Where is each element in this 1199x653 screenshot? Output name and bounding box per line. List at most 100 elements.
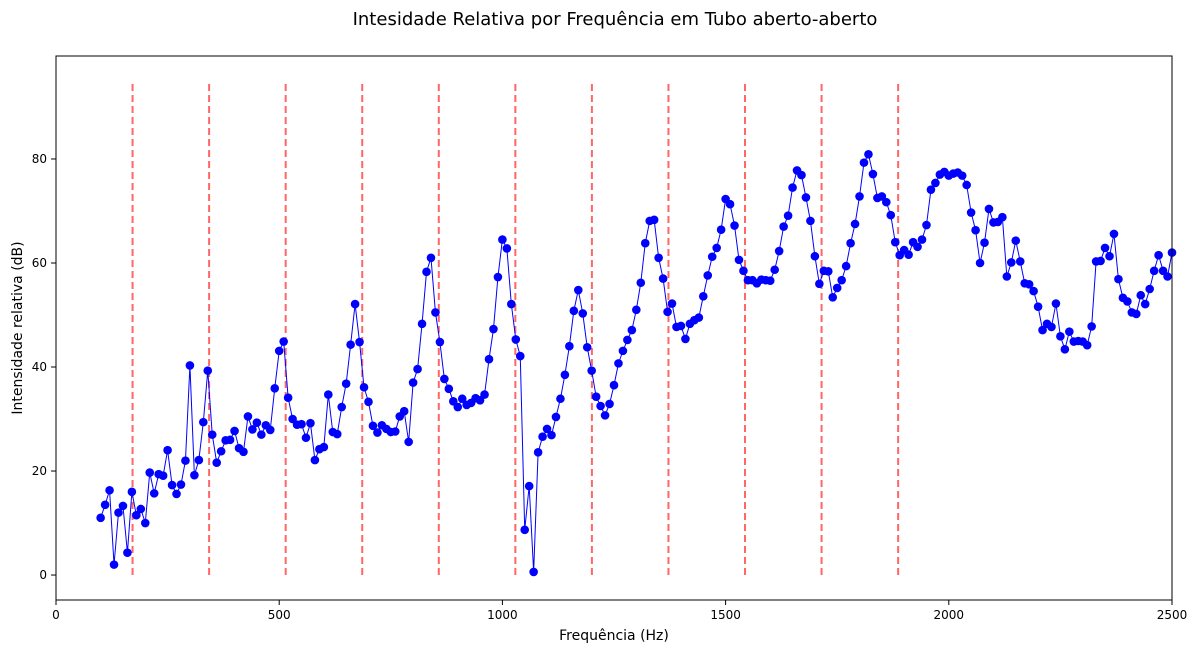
data-point [627, 325, 637, 335]
data-point [823, 267, 833, 276]
data-point [605, 399, 614, 409]
data-point [1100, 243, 1110, 253]
data-point [681, 334, 690, 344]
data-point [1163, 272, 1172, 281]
data-point [618, 346, 628, 356]
y-tick-label: 0 [39, 568, 47, 582]
data-point [698, 291, 708, 301]
data-point [332, 429, 342, 439]
data-point [806, 216, 815, 226]
data-point [440, 374, 449, 384]
data-point [797, 170, 806, 180]
data-point [890, 237, 900, 247]
data-point [158, 471, 168, 481]
data-point [163, 445, 172, 455]
data-point [569, 306, 579, 316]
data-point [547, 430, 556, 440]
data-point [190, 470, 199, 480]
data-point [1109, 229, 1119, 239]
data-point [788, 183, 797, 192]
data-point [114, 508, 123, 517]
data-point [453, 402, 463, 412]
data-point [297, 419, 306, 429]
data-point [136, 504, 146, 514]
data-point [431, 308, 440, 317]
data-point [529, 567, 538, 577]
data-point [399, 406, 409, 416]
data-point [341, 379, 351, 388]
data-point [279, 337, 288, 346]
data-point [426, 253, 436, 263]
data-point [123, 548, 132, 557]
data-point [578, 309, 588, 318]
data-point [480, 390, 489, 399]
data-point [1149, 266, 1159, 276]
data-point [257, 430, 266, 439]
data-point [734, 255, 744, 265]
data-point [283, 393, 293, 402]
data-point [904, 250, 913, 259]
data-point [609, 380, 619, 390]
data-point [832, 283, 842, 293]
data-point [1114, 274, 1123, 284]
data-point [966, 208, 976, 217]
data-point [1131, 309, 1141, 319]
data-point [498, 235, 507, 244]
data-point [484, 354, 494, 364]
data-point [1082, 340, 1092, 350]
data-point [855, 192, 864, 201]
data-point [1136, 290, 1146, 300]
data-point [663, 307, 672, 317]
data-point [145, 468, 155, 477]
data-point [623, 335, 632, 345]
data-point [127, 487, 137, 497]
data-point [730, 221, 739, 230]
data-point [565, 341, 574, 351]
data-point [703, 271, 713, 280]
data-point [230, 426, 239, 436]
data-point [596, 401, 605, 411]
data-point [417, 319, 427, 329]
data-point [632, 305, 641, 315]
data-point [100, 500, 110, 510]
data-point [118, 501, 128, 511]
data-point [225, 435, 235, 445]
data-point [859, 158, 869, 167]
data-point [444, 384, 454, 394]
data-point [1056, 332, 1065, 341]
data-point [1033, 302, 1043, 311]
data-point [640, 238, 650, 248]
data-point [216, 446, 226, 456]
data-point [408, 378, 418, 387]
data-point [489, 324, 498, 334]
data-point [265, 425, 275, 435]
x-tick-label: 2000 [934, 608, 965, 622]
data-point [926, 185, 936, 194]
data-point [248, 425, 257, 434]
data-point [301, 433, 311, 443]
data-point [712, 243, 721, 253]
data-point [779, 222, 788, 231]
data-point [739, 266, 748, 276]
plot-frame [55, 55, 1173, 601]
data-point [868, 169, 878, 179]
data-point [346, 340, 355, 349]
data-point [306, 418, 315, 428]
data-point [1029, 286, 1038, 296]
data-point [413, 364, 422, 374]
data-point [801, 193, 811, 202]
data-point [373, 428, 382, 437]
data-point [922, 220, 931, 230]
data-point [422, 267, 431, 277]
data-point [886, 210, 896, 220]
data-point [212, 458, 222, 467]
data-point [364, 397, 373, 407]
data-point [1145, 284, 1154, 294]
data-point [1051, 299, 1061, 308]
data-point [725, 199, 735, 209]
data-point [390, 427, 400, 436]
data-point [96, 513, 105, 523]
data-point [435, 337, 445, 347]
data-point [864, 149, 873, 159]
data-point [837, 275, 846, 285]
